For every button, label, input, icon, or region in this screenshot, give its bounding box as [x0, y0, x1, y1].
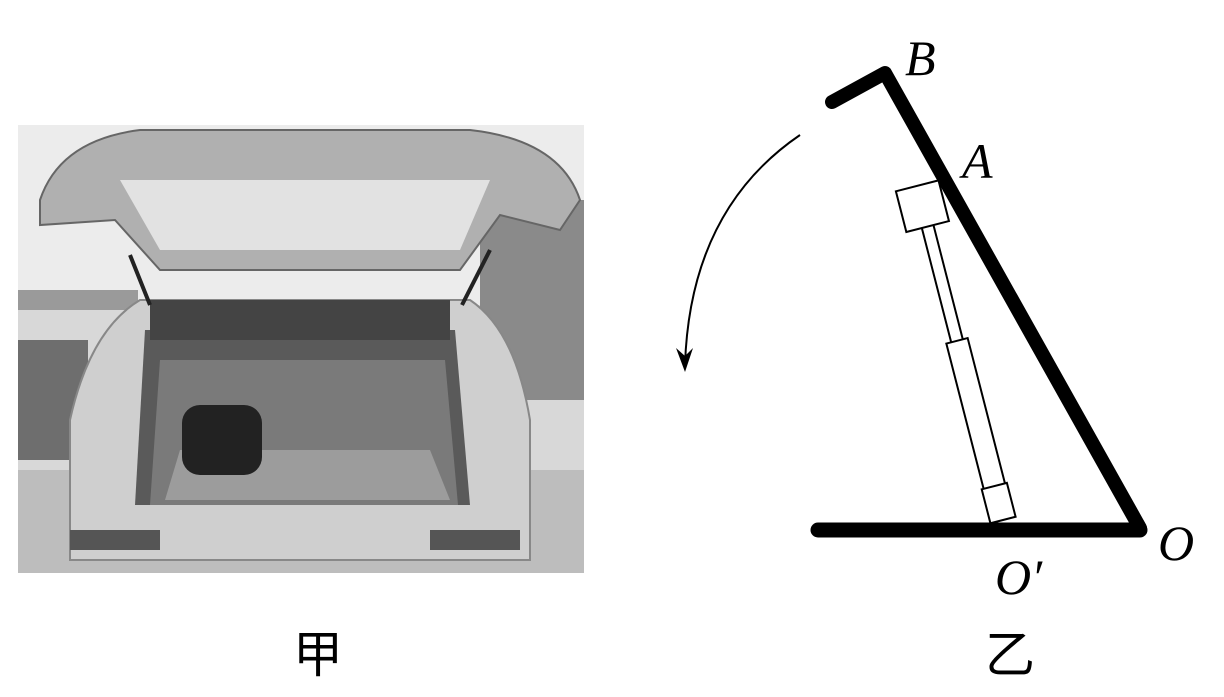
- strut: [894, 179, 1017, 525]
- car-photo: [18, 125, 584, 573]
- point-label: A: [959, 133, 993, 189]
- caption: 乙: [985, 626, 1035, 684]
- point-label: O: [1158, 515, 1194, 571]
- diagram: [676, 66, 1148, 538]
- point-label: O′: [995, 549, 1043, 605]
- lid: [825, 66, 1147, 535]
- point-label: B: [905, 30, 936, 86]
- arrow-head: [676, 348, 693, 372]
- caption: 甲: [293, 626, 343, 684]
- rotation-arrow: [684, 134, 801, 366]
